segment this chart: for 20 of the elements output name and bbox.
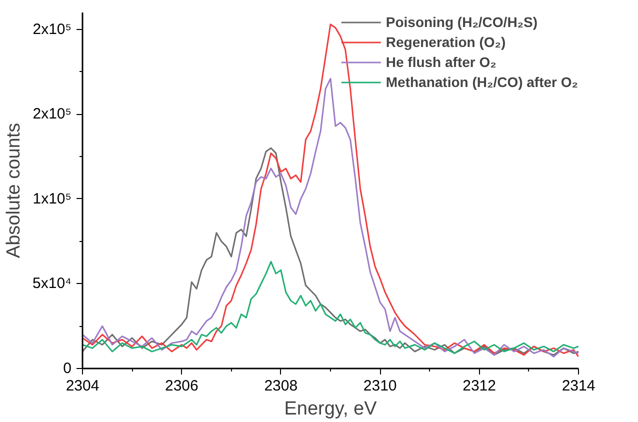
y-tick-label: 2x10⁵: [32, 20, 72, 38]
x-tick-label: 2308: [264, 378, 298, 394]
x-tick-label: 2304: [66, 378, 100, 394]
x-tick-label: 2314: [562, 378, 596, 394]
x-axis-title: Energy, eV: [284, 398, 378, 420]
x-tick-label: 2310: [363, 378, 397, 394]
line-series: [82, 147, 578, 356]
legend-label: Regeneration (O₂): [386, 34, 506, 50]
y-axis-title: Absolute counts: [4, 122, 25, 258]
x-tick-label: 2306: [165, 378, 198, 394]
legend-label: Methanation (H₂/CO) after O₂: [386, 74, 578, 90]
line-series: [82, 260, 578, 354]
y-tick-label: 0: [63, 360, 72, 377]
legend-label: Poisoning (H₂/CO/H₂S): [386, 14, 538, 30]
y-tick-label: 1x10⁵: [32, 190, 72, 208]
y-tick-label: 2x10⁵: [32, 106, 72, 123]
y-tick-label: 5x10⁴: [32, 275, 72, 292]
x-tick-label: 2312: [462, 378, 496, 394]
line-series: [82, 78, 578, 358]
legend-label: He flush after O₂: [386, 54, 496, 70]
